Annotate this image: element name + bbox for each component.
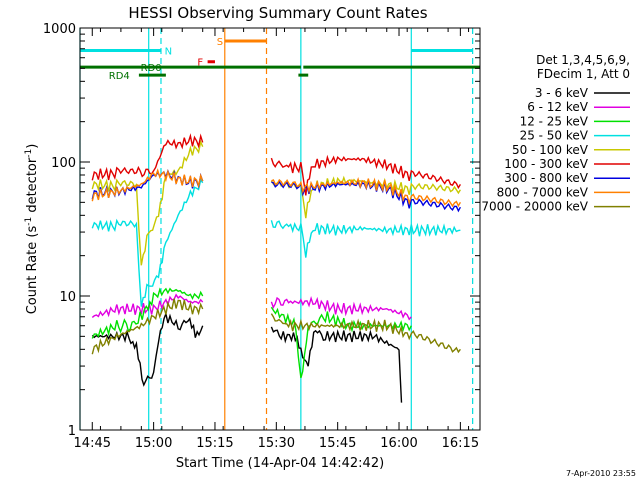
footer-date: 7-Apr-2010 23:55 bbox=[566, 469, 636, 478]
y-axis-label-exponent: -1 bbox=[24, 149, 34, 158]
legend-entry-label: 800 - 7000 keV bbox=[497, 185, 589, 199]
flag-label: N bbox=[165, 46, 172, 57]
legend: Det 1,3,4,5,6,9, FDecim 1, Att 0 3 - 6 k… bbox=[481, 53, 630, 214]
series-line bbox=[91, 298, 204, 355]
flag-label: RD4 bbox=[109, 71, 130, 82]
x-tick-label: 15:15 bbox=[196, 436, 233, 451]
legend-header: FDecim 1, Att 0 bbox=[537, 67, 630, 81]
series-line bbox=[91, 311, 204, 387]
series-line bbox=[91, 139, 204, 266]
chart-title: HESSI Observing Summary Count Rates bbox=[128, 4, 427, 22]
series-line bbox=[91, 168, 204, 202]
y-tick-label: 10 bbox=[59, 290, 76, 305]
flag-bars: N S F RD0 RD4 bbox=[80, 37, 480, 82]
series-line bbox=[270, 306, 412, 379]
flag-label: RD0 bbox=[141, 63, 162, 74]
y-tick-label: 1 bbox=[68, 424, 76, 439]
x-tick-label: 15:45 bbox=[319, 436, 356, 451]
x-tick-label: 15:00 bbox=[135, 436, 172, 451]
legend-entry-label: 12 - 25 keV bbox=[520, 114, 589, 128]
y-tick-label: 1000 bbox=[43, 22, 76, 37]
legend-entry-label: 6 - 12 keV bbox=[527, 100, 589, 114]
legend-entry-label: 25 - 50 keV bbox=[520, 129, 589, 143]
flag-label: S bbox=[217, 37, 223, 48]
legend-entry-label: 300 - 800 keV bbox=[504, 171, 588, 185]
series-group bbox=[91, 133, 462, 403]
series-line bbox=[91, 178, 204, 307]
x-tick-label: 14:45 bbox=[74, 436, 111, 451]
series-line bbox=[270, 220, 461, 258]
legend-entry-label: 7000 - 20000 keV bbox=[481, 200, 588, 214]
series-line bbox=[91, 287, 204, 339]
y-axis-label: Count Rate (s-1 detector-1) bbox=[24, 144, 40, 315]
y-tick-label: 100 bbox=[51, 156, 76, 171]
legend-header: Det 1,3,4,5,6,9, bbox=[536, 53, 630, 67]
x-tick-label: 16:15 bbox=[442, 436, 479, 451]
legend-entry-label: 3 - 6 keV bbox=[535, 86, 589, 100]
mode-vertical-lines bbox=[79, 28, 474, 430]
series-line bbox=[91, 133, 204, 181]
legend-entry-label: 100 - 300 keV bbox=[504, 157, 588, 171]
x-tick-label: 16:00 bbox=[380, 436, 417, 451]
y-axis-label-exponent: -1 bbox=[24, 217, 34, 226]
x-axis-ticks: 14:45 15:00 15:15 15:30 15:45 16:00 16:15 bbox=[74, 28, 479, 451]
series-line bbox=[270, 313, 461, 354]
y-axis-ticks: 1000 100 10 1 bbox=[43, 22, 480, 439]
series-line bbox=[271, 177, 462, 208]
flag-label: F bbox=[197, 58, 203, 69]
x-tick-label: 15:30 bbox=[258, 436, 295, 451]
plot-frame bbox=[79, 27, 481, 431]
series-line bbox=[270, 326, 403, 403]
legend-entry-label: 50 - 100 keV bbox=[512, 143, 589, 157]
series-line bbox=[270, 295, 412, 321]
x-axis-label: Start Time (14-Apr-04 14:42:42) bbox=[176, 456, 384, 471]
series-line bbox=[270, 154, 461, 196]
